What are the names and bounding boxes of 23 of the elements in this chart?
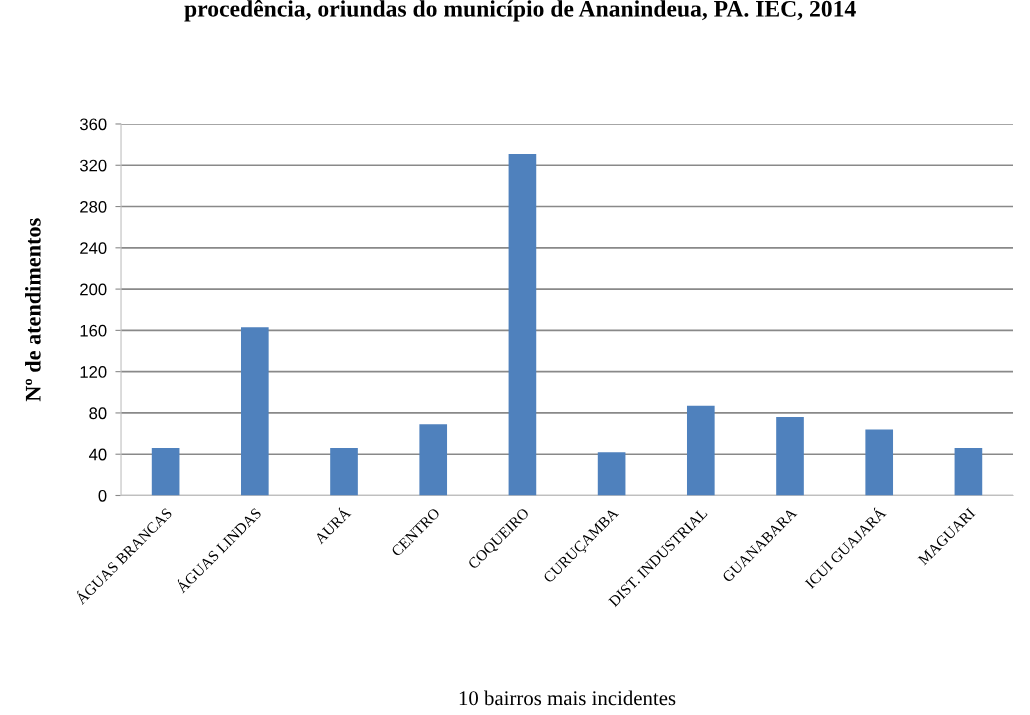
bar [241,327,269,496]
bar [597,452,626,496]
y-tick-label: 200 [80,283,107,296]
y-tick-label: 240 [80,242,107,255]
y-tick-label: 160 [80,324,107,337]
y-tick-label: 40 [88,448,107,461]
y-tick-label: 320 [79,159,107,172]
bar [865,429,894,496]
bar [954,448,983,496]
bar [508,153,537,496]
y-tick-label: 120 [80,366,107,378]
chart-title: procedência, oriundas do município de Ananindeua, PA. IEC, 2014 [184,0,856,22]
bar [419,424,448,496]
y-tick-label: 0 [98,489,107,502]
bar [151,448,180,496]
x-axis-title: 10 bairros mais incidentes [459,690,676,706]
bar [330,448,358,496]
y-tick-label: 80 [89,407,107,420]
y-axis-title: Nº de atendimentos [25,218,41,402]
y-tick-label: 280 [80,200,107,213]
bar [776,417,804,496]
y-tick-label: 360 [79,118,107,131]
bar [686,405,715,496]
